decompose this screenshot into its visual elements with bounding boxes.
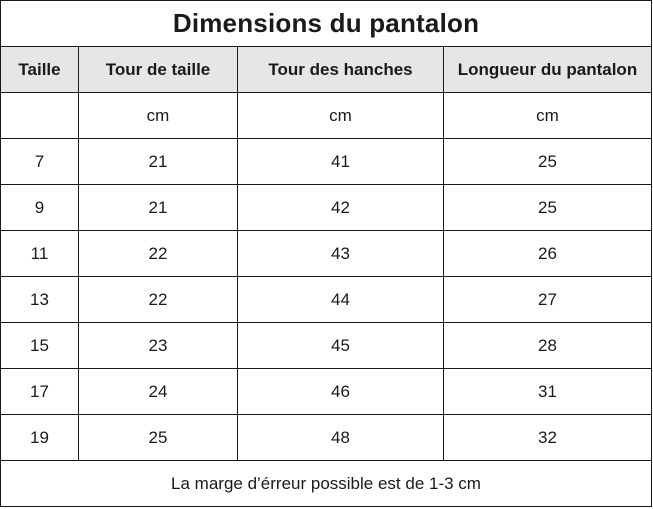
cell-size: 7 (0, 138, 79, 185)
cell-hips: 44 (237, 276, 444, 323)
cell-size: 19 (0, 414, 79, 461)
table-row: 11 22 43 26 (0, 230, 652, 277)
cell-waist: 23 (78, 322, 238, 369)
unit-length: cm (443, 92, 652, 139)
table-row: 19 25 48 32 (0, 414, 652, 461)
unit-row: cm cm cm (0, 92, 652, 139)
cell-length: 28 (443, 322, 652, 369)
title-row: Dimensions du pantalon (0, 0, 652, 47)
unit-hips: cm (237, 92, 444, 139)
cell-waist: 21 (78, 138, 238, 185)
note-row: La marge d’érreur possible est de 1-3 cm (0, 460, 652, 507)
header-row: Taille Tour de taille Tour des hanches L… (0, 46, 652, 93)
header-waist: Tour de taille (78, 46, 238, 93)
unit-waist: cm (78, 92, 238, 139)
cell-waist: 25 (78, 414, 238, 461)
cell-size: 13 (0, 276, 79, 323)
cell-length: 31 (443, 368, 652, 415)
table-title: Dimensions du pantalon (0, 0, 652, 47)
cell-hips: 43 (237, 230, 444, 277)
cell-hips: 46 (237, 368, 444, 415)
cell-length: 25 (443, 138, 652, 185)
cell-size: 15 (0, 322, 79, 369)
cell-waist: 22 (78, 230, 238, 277)
cell-size: 17 (0, 368, 79, 415)
cell-length: 25 (443, 184, 652, 231)
error-margin-note: La marge d’érreur possible est de 1-3 cm (0, 460, 652, 507)
cell-length: 32 (443, 414, 652, 461)
table-row: 9 21 42 25 (0, 184, 652, 231)
cell-length: 27 (443, 276, 652, 323)
table-row: 13 22 44 27 (0, 276, 652, 323)
table-row: 7 21 41 25 (0, 138, 652, 185)
cell-length: 26 (443, 230, 652, 277)
table-row: 17 24 46 31 (0, 368, 652, 415)
cell-waist: 21 (78, 184, 238, 231)
cell-waist: 22 (78, 276, 238, 323)
cell-waist: 24 (78, 368, 238, 415)
header-hips: Tour des hanches (237, 46, 444, 93)
header-length: Longueur du pantalon (443, 46, 652, 93)
header-size: Taille (0, 46, 79, 93)
cell-hips: 42 (237, 184, 444, 231)
unit-size (0, 92, 79, 139)
cell-hips: 48 (237, 414, 444, 461)
table-row: 15 23 45 28 (0, 322, 652, 369)
cell-size: 9 (0, 184, 79, 231)
cell-hips: 45 (237, 322, 444, 369)
cell-size: 11 (0, 230, 79, 277)
cell-hips: 41 (237, 138, 444, 185)
